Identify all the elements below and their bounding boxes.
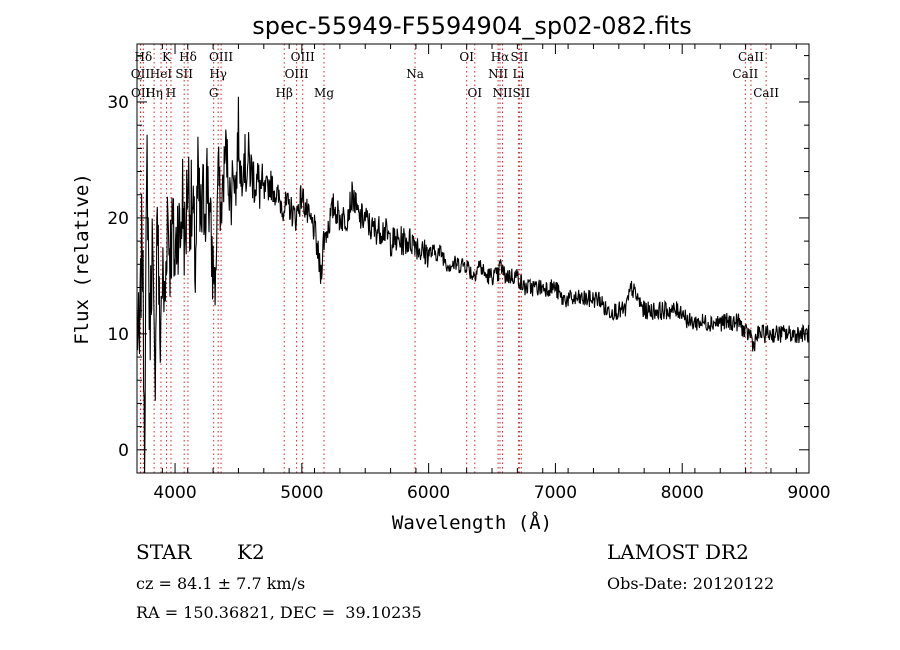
class-label: STAR bbox=[136, 540, 192, 564]
x-tick-label-0: 4000 bbox=[153, 483, 196, 503]
line-label-23: NII bbox=[493, 86, 513, 100]
chart-title: spec-55949-F5594904_sp02-082.fits bbox=[252, 12, 691, 40]
line-label-7: Hδ bbox=[179, 50, 197, 64]
line-label-24: SII bbox=[512, 86, 530, 100]
y-tick-label-0: 0 bbox=[118, 441, 129, 461]
plot-frame bbox=[136, 43, 810, 474]
line-label-3: K bbox=[162, 50, 172, 64]
line-label-6: H bbox=[166, 86, 176, 100]
line-label-20: SII bbox=[511, 50, 529, 64]
axis-ticks: 4000 5000 6000 7000 8000 9000 0 10 20 30 bbox=[107, 44, 831, 503]
line-label-11: G bbox=[209, 86, 219, 100]
line-label-13: OIII bbox=[285, 67, 309, 81]
line-label-0: Hδ bbox=[134, 50, 152, 64]
line-label-22: Li bbox=[512, 67, 524, 81]
survey-label: LAMOST DR2 bbox=[607, 540, 749, 564]
line-label-2: OII bbox=[131, 86, 151, 100]
line-label-18: OI bbox=[467, 86, 482, 100]
x-axis-label: Wavelength (Å) bbox=[392, 511, 552, 534]
line-label-19: Hα bbox=[491, 50, 510, 64]
line-label-21: NII bbox=[488, 67, 508, 81]
line-label-15: Mg bbox=[314, 86, 334, 100]
line-label-26: CaII bbox=[732, 67, 758, 81]
obsdate-text: Obs-Date: 20120122 bbox=[607, 574, 775, 593]
line-label-8: SII bbox=[175, 67, 193, 81]
y-tick-label-1: 10 bbox=[107, 325, 129, 345]
cz-text: cz = 84.1 ± 7.7 km/s bbox=[136, 574, 306, 593]
subclass-label: K2 bbox=[237, 540, 265, 564]
x-tick-label-5: 9000 bbox=[787, 483, 830, 503]
line-label-4: HeI bbox=[150, 67, 173, 81]
line-label-27: CaII bbox=[753, 86, 779, 100]
line-label-10: Hγ bbox=[209, 67, 227, 81]
y-tick-label-2: 20 bbox=[107, 209, 129, 229]
line-label-25: CaII bbox=[738, 50, 764, 64]
y-axis-label: Flux (relative) bbox=[71, 173, 93, 345]
line-label-17: OI bbox=[459, 50, 474, 64]
spectrum-line bbox=[136, 96, 810, 474]
line-label-5: Hη bbox=[145, 86, 163, 100]
line-markers: Hδ OII OII K HeI Hη H Hδ SII OIII Hγ G OIII OIII Hβ Mg N… bbox=[131, 44, 779, 473]
x-tick-label-4: 8000 bbox=[661, 483, 704, 503]
line-label-12: OIII bbox=[291, 50, 315, 64]
line-label-1: OII bbox=[131, 67, 151, 81]
line-label-9: OIII bbox=[209, 50, 233, 64]
x-tick-label-1: 5000 bbox=[280, 483, 323, 503]
x-tick-label-3: 7000 bbox=[534, 483, 577, 503]
radec-text: RA = 150.36821, DEC = 39.10235 bbox=[136, 603, 422, 622]
x-tick-label-2: 6000 bbox=[407, 483, 450, 503]
y-tick-label-3: 30 bbox=[107, 93, 129, 113]
line-label-16: Na bbox=[406, 67, 424, 81]
line-label-14: Hβ bbox=[276, 86, 293, 100]
